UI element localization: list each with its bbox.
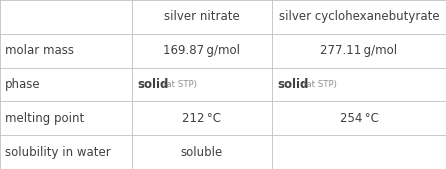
Text: silver cyclohexanebutyrate: silver cyclohexanebutyrate xyxy=(279,10,439,23)
Text: phase: phase xyxy=(5,78,41,91)
Text: soluble: soluble xyxy=(181,146,223,159)
Text: melting point: melting point xyxy=(5,112,85,125)
Text: solubility in water: solubility in water xyxy=(5,146,111,159)
Text: 169.87 g/mol: 169.87 g/mol xyxy=(163,44,240,57)
Text: (at STP): (at STP) xyxy=(303,80,337,89)
Text: 212 °C: 212 °C xyxy=(182,112,221,125)
Text: silver nitrate: silver nitrate xyxy=(164,10,240,23)
Text: 254 °C: 254 °C xyxy=(339,112,379,125)
Text: 277.11 g/mol: 277.11 g/mol xyxy=(321,44,397,57)
Text: (at STP): (at STP) xyxy=(163,80,197,89)
Text: molar mass: molar mass xyxy=(5,44,74,57)
Text: solid: solid xyxy=(137,78,168,91)
Text: solid: solid xyxy=(277,78,309,91)
